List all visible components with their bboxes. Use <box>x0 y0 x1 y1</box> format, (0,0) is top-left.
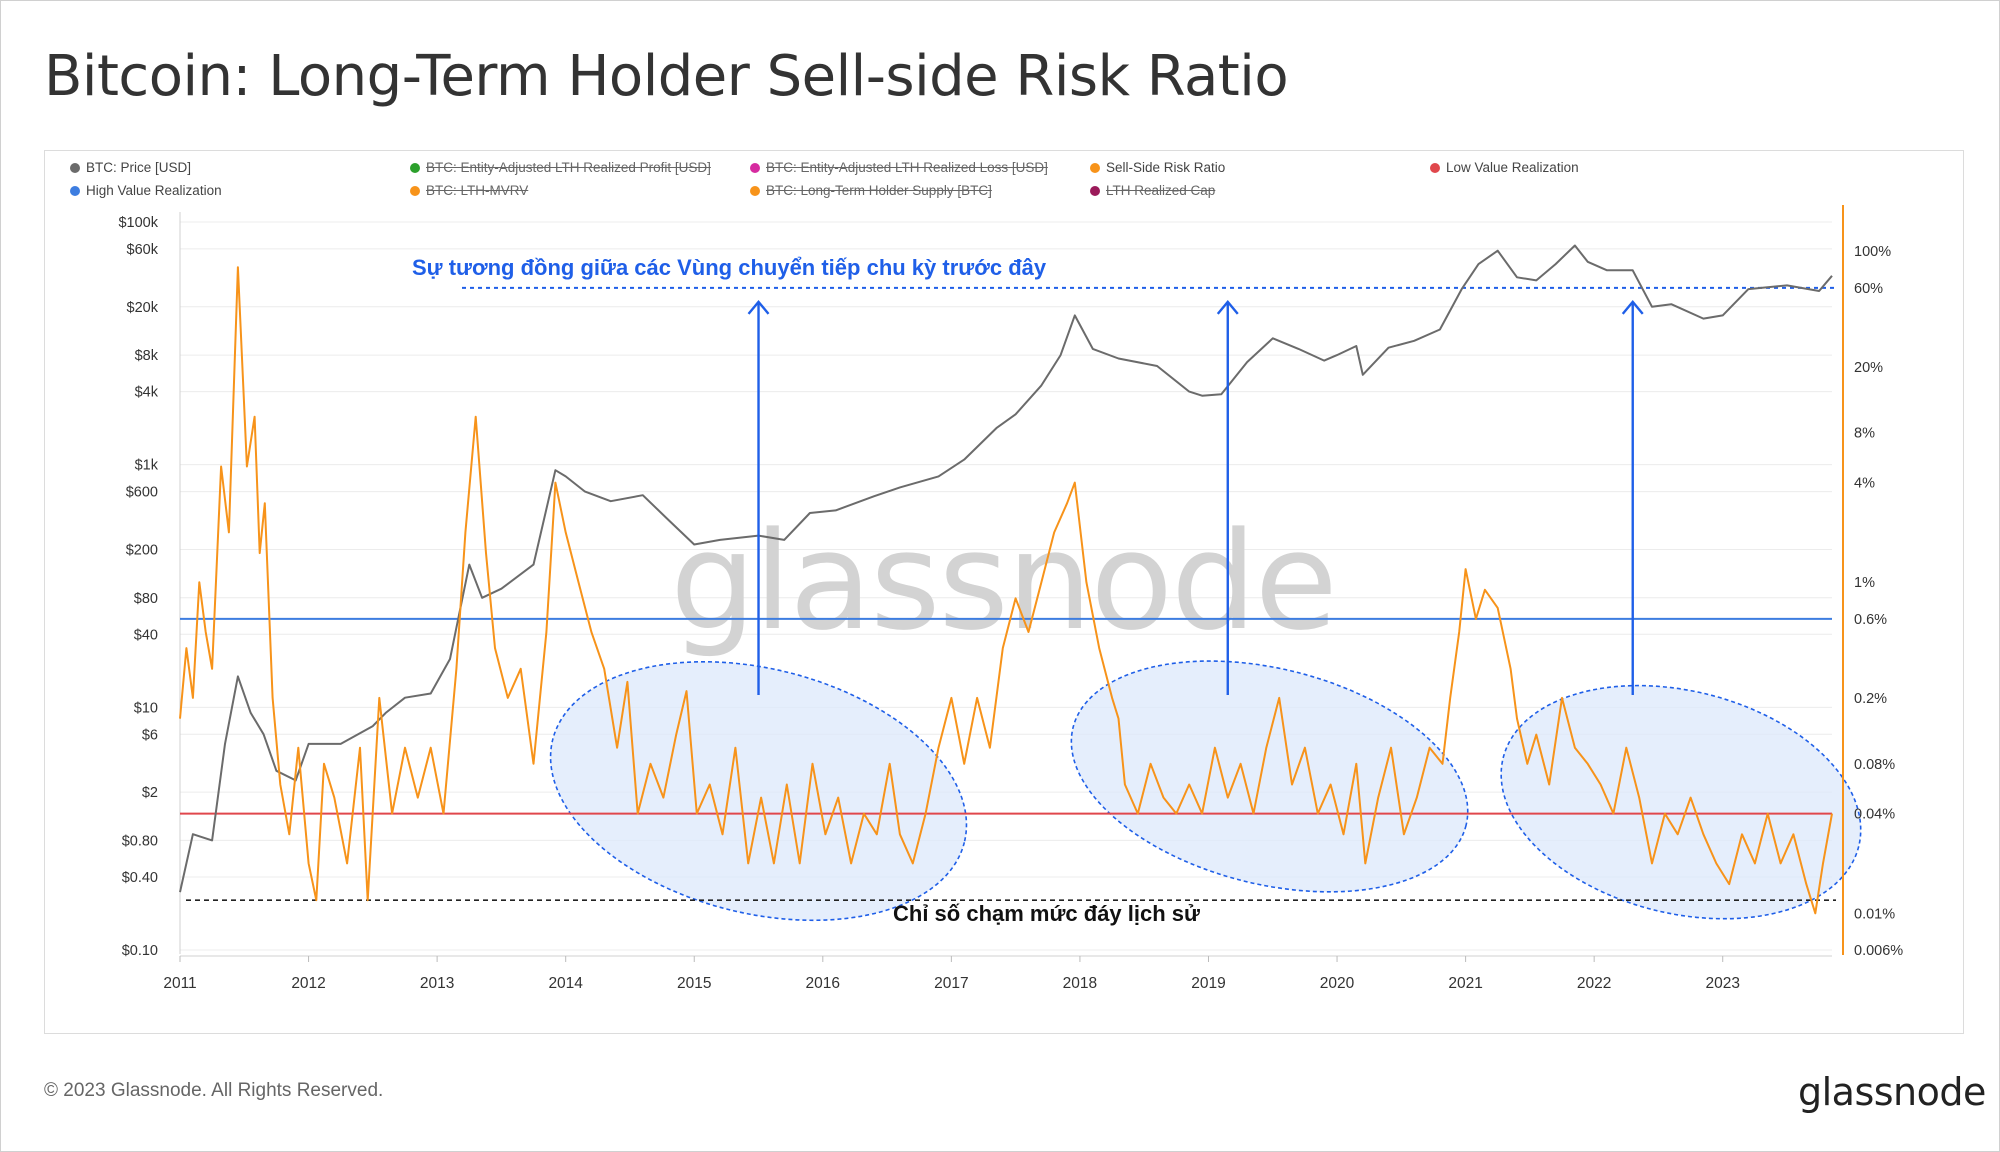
watermark: glassnode <box>670 503 1336 660</box>
y-left-tick-label: $80 <box>134 591 158 607</box>
y-right-tick-label: 20% <box>1854 360 1883 376</box>
legend-dot-icon <box>1090 162 1100 173</box>
x-tick-label: 2012 <box>291 975 325 992</box>
y-left-tick-label: $0.80 <box>122 833 158 849</box>
legend-label: High Value Realization <box>86 183 222 198</box>
legend-label: BTC: Price [USD] <box>86 160 192 175</box>
arrow-up-icon <box>1621 299 1644 315</box>
y-left-tick-label: $0.40 <box>122 870 158 886</box>
legend-dot-icon <box>70 162 80 173</box>
legend-dot-icon <box>70 185 80 196</box>
legend-label: Low Value Realization <box>1446 160 1579 175</box>
x-tick-label: 2022 <box>1577 975 1611 992</box>
x-tick-label: 2020 <box>1320 975 1355 992</box>
legend-label: Sell-Side Risk Ratio <box>1106 160 1226 175</box>
y-left-tick-label: $10 <box>134 700 158 716</box>
legend-item[interactable]: Sell-Side Risk Ratio <box>1090 160 1225 175</box>
y-left-tick-label: $200 <box>126 542 158 558</box>
legend-label: LTH Realized Cap <box>1106 183 1216 198</box>
x-tick-label: 2017 <box>934 975 968 992</box>
page-title: Bitcoin: Long-Term Holder Sell-side Risk… <box>44 44 1289 109</box>
y-right-tick-label: 0.006% <box>1854 943 1903 959</box>
legend-label: BTC: Long-Term Holder Supply [BTC] <box>766 183 992 198</box>
series-line-sell-side-risk <box>179 266 1833 915</box>
legend-dot-icon <box>410 162 420 173</box>
y-right-tick-label: 0.08% <box>1854 757 1895 773</box>
y-left-tick-label: $6 <box>142 727 158 743</box>
y-left-tick-label: $600 <box>126 485 158 501</box>
legend-label: BTC: LTH-MVRV <box>426 183 529 198</box>
legend-item[interactable]: BTC: Entity-Adjusted LTH Realized Loss [… <box>750 160 1048 175</box>
series-line-price <box>179 244 1833 893</box>
y-left-tick-label: $2 <box>142 785 158 801</box>
x-tick-label: 2011 <box>163 975 196 992</box>
y-right-tick-label: 0.6% <box>1854 612 1887 628</box>
y-left-tick-label: $4k <box>135 385 159 401</box>
y-left-tick-label: $20k <box>127 300 159 316</box>
highlight-zone <box>549 660 968 922</box>
y-left-tick-label: $0.10 <box>122 943 158 959</box>
annotation-bottom-text: Chỉ số chạm mức đáy lịch sử <box>893 901 1200 926</box>
legend-dot-icon <box>410 185 420 196</box>
y-right-tick-label: 1% <box>1854 575 1875 591</box>
legend-label: BTC: Entity-Adjusted LTH Realized Profit… <box>426 160 711 175</box>
legend-dot-icon <box>1090 185 1100 196</box>
y-right-tick-label: 0.01% <box>1854 906 1895 922</box>
legend-label: BTC: Entity-Adjusted LTH Realized Loss [… <box>766 160 1048 175</box>
legend-item[interactable]: BTC: LTH-MVRV <box>410 183 528 198</box>
legend-item[interactable]: BTC: Long-Term Holder Supply [BTC] <box>750 183 992 198</box>
y-left-tick-label: $100k <box>118 215 158 231</box>
x-tick-label: 2013 <box>420 975 454 992</box>
legend-item[interactable]: BTC: Price [USD] <box>70 160 191 175</box>
y-left-tick-label: $60k <box>127 242 159 258</box>
legend-item[interactable]: LTH Realized Cap <box>1090 183 1215 198</box>
y-right-tick-label: 8% <box>1854 426 1875 442</box>
highlight-zone <box>1500 684 1862 920</box>
x-tick-label: 2021 <box>1448 975 1482 992</box>
x-tick-label: 2016 <box>806 975 840 992</box>
x-tick-label: 2015 <box>677 975 711 992</box>
y-left-tick-label: $40 <box>134 627 158 643</box>
annotation-top-text: Sự tương đồng giữa các Vùng chuyển tiếp … <box>412 255 1047 280</box>
x-tick-label: 2014 <box>548 975 583 992</box>
x-tick-label: 2019 <box>1191 975 1225 992</box>
legend: BTC: Price [USD] BTC: Entity-Adjusted LTH… <box>70 160 1770 208</box>
legend-dot-icon <box>750 162 760 173</box>
y-left-tick-label: $1k <box>135 458 159 474</box>
x-tick-label: 2023 <box>1705 975 1739 992</box>
y-left-tick-label: $8k <box>135 348 159 364</box>
y-right-tick-label: 4% <box>1854 476 1875 492</box>
legend-item[interactable]: Low Value Realization <box>1430 160 1579 175</box>
arrow-up-icon <box>747 299 770 315</box>
footer-logo: glassnode <box>1798 1070 1986 1114</box>
y-right-tick-label: 0.2% <box>1854 691 1887 707</box>
legend-item[interactable]: BTC: Entity-Adjusted LTH Realized Profit… <box>410 160 711 175</box>
highlight-zone <box>1070 660 1469 893</box>
arrow-up-icon <box>1216 299 1239 315</box>
y-right-tick-label: 0.04% <box>1854 807 1895 823</box>
legend-dot-icon <box>750 185 760 196</box>
y-right-tick-label: 100% <box>1854 244 1891 260</box>
y-right-tick-label: 60% <box>1854 281 1883 297</box>
legend-dot-icon <box>1430 162 1440 173</box>
x-tick-label: 2018 <box>1063 975 1097 992</box>
legend-item[interactable]: High Value Realization <box>70 183 222 198</box>
footer-copyright: © 2023 Glassnode. All Rights Reserved. <box>44 1080 384 1101</box>
